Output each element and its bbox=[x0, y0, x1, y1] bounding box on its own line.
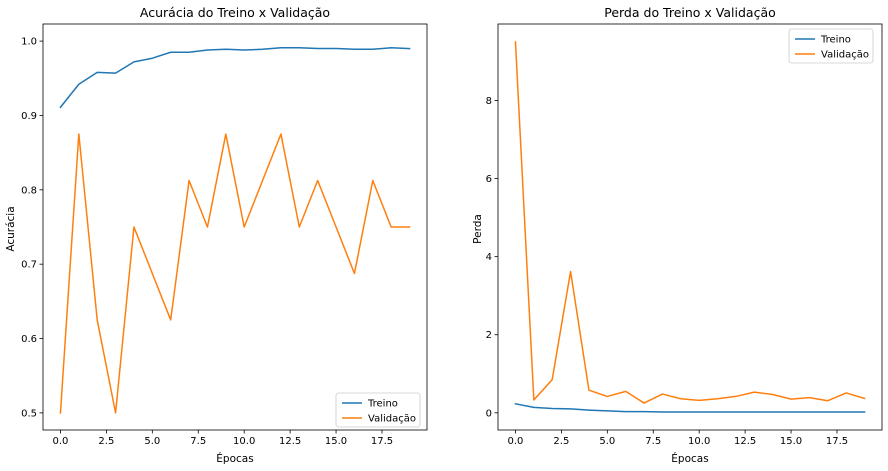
accuracy-y-tick-label: 0.9 bbox=[21, 111, 37, 122]
accuracy-plot-frame bbox=[42, 23, 428, 431]
loss-x-tick-label: 17.5 bbox=[826, 436, 848, 447]
accuracy-series-validacao bbox=[59, 133, 411, 414]
accuracy-x-tick-label: 5.0 bbox=[144, 436, 160, 447]
accuracy-chart: Acurácia do Treino x Validação Épocas Ac… bbox=[5, 5, 428, 465]
loss-chart-title: Perda do Treino x Validação bbox=[604, 5, 776, 20]
loss-y-tick-label: 0 bbox=[486, 408, 492, 419]
accuracy-chart-title: Acurácia do Treino x Validação bbox=[140, 5, 330, 20]
accuracy-x-axis-label: Épocas bbox=[216, 452, 253, 465]
loss-legend-label-validacao: Validação bbox=[821, 50, 869, 61]
accuracy-x-tick-label: 17.5 bbox=[371, 436, 393, 447]
loss-legend: Treino Validação bbox=[788, 28, 874, 64]
loss-y-tick-label: 6 bbox=[486, 174, 492, 185]
loss-x-axis-label: Épocas bbox=[671, 452, 708, 465]
loss-chart: Perda do Treino x Validação Épocas Perda… bbox=[472, 5, 883, 465]
accuracy-y-tick-label: 0.7 bbox=[21, 260, 37, 271]
loss-x-tick-label: 5.0 bbox=[599, 436, 615, 447]
loss-series-validacao bbox=[514, 41, 866, 404]
loss-y-tick-label: 2 bbox=[486, 330, 492, 341]
accuracy-y-axis-label: Acurácia bbox=[5, 206, 17, 251]
loss-x-tick-label: 0.0 bbox=[508, 436, 524, 447]
accuracy-y-tick-label: 0.6 bbox=[21, 334, 37, 345]
accuracy-x-tick-label: 12.5 bbox=[279, 436, 301, 447]
loss-y-axis-label: Perda bbox=[472, 214, 484, 244]
accuracy-series-treino bbox=[59, 47, 411, 109]
loss-x-tick-label: 10.0 bbox=[688, 436, 710, 447]
loss-x-tick-label: 7.5 bbox=[645, 436, 661, 447]
loss-x-tick-label: 15.0 bbox=[780, 436, 802, 447]
accuracy-legend: Treino Validação bbox=[335, 392, 421, 428]
accuracy-x-tick-label: 2.5 bbox=[98, 436, 114, 447]
loss-legend-label-treino: Treino bbox=[820, 35, 851, 46]
accuracy-y-tick-label: 0.5 bbox=[21, 408, 37, 419]
accuracy-x-tick-label: 7.5 bbox=[190, 436, 206, 447]
loss-plot-frame bbox=[497, 23, 883, 431]
loss-x-tick-label: 2.5 bbox=[553, 436, 569, 447]
accuracy-x-tick-label: 15.0 bbox=[325, 436, 347, 447]
accuracy-x-tick-label: 10.0 bbox=[233, 436, 255, 447]
accuracy-legend-label-treino: Treino bbox=[367, 399, 398, 410]
accuracy-x-tick-label: 0.0 bbox=[53, 436, 69, 447]
loss-x-tick-label: 12.5 bbox=[734, 436, 756, 447]
accuracy-y-tick-label: 0.8 bbox=[21, 185, 37, 196]
loss-y-tick-label: 8 bbox=[486, 96, 492, 107]
accuracy-y-tick-label: 1.0 bbox=[21, 37, 37, 48]
accuracy-legend-label-validacao: Validação bbox=[368, 414, 416, 425]
loss-y-tick-label: 4 bbox=[486, 252, 492, 263]
loss-series-treino bbox=[514, 402, 866, 413]
